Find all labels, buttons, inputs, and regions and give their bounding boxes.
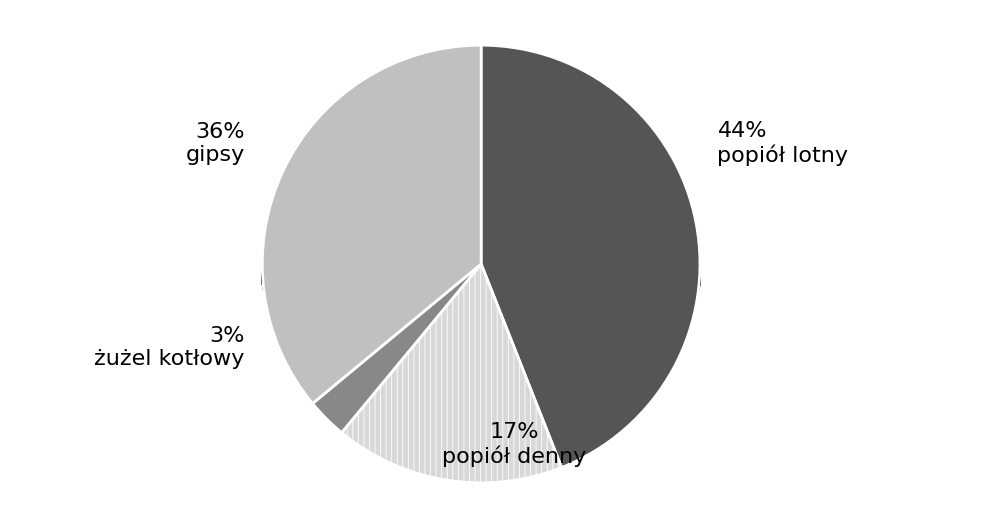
Ellipse shape [263,196,700,350]
Text: 44%
popiół lotny: 44% popiół lotny [717,121,848,166]
Ellipse shape [263,191,700,344]
Ellipse shape [263,192,700,345]
Wedge shape [313,264,481,432]
Ellipse shape [263,202,700,355]
Ellipse shape [263,203,700,356]
Wedge shape [481,45,700,467]
Ellipse shape [263,197,700,350]
Ellipse shape [263,188,700,342]
Ellipse shape [263,198,700,351]
Ellipse shape [263,187,700,341]
Ellipse shape [263,190,700,343]
Ellipse shape [263,203,700,356]
Ellipse shape [263,195,700,349]
Ellipse shape [263,194,700,347]
Ellipse shape [263,200,700,353]
Ellipse shape [263,193,700,346]
Ellipse shape [263,199,700,352]
Wedge shape [263,45,481,403]
Ellipse shape [263,194,700,347]
Text: 36%
gipsy: 36% gipsy [185,122,244,165]
Ellipse shape [263,197,700,351]
Wedge shape [342,264,561,483]
Ellipse shape [263,204,700,357]
Ellipse shape [263,201,700,354]
Ellipse shape [263,205,700,358]
Ellipse shape [263,204,700,357]
Ellipse shape [263,195,700,348]
Ellipse shape [263,201,700,355]
Text: 17%
popiół denny: 17% popiół denny [442,421,586,467]
Ellipse shape [263,188,700,341]
Ellipse shape [263,189,700,342]
Ellipse shape [263,205,700,358]
Ellipse shape [263,192,700,345]
Ellipse shape [263,193,700,346]
Ellipse shape [263,199,700,352]
Text: 3%
żużel kotłowy: 3% żużel kotłowy [95,326,244,369]
Ellipse shape [263,190,700,344]
Ellipse shape [263,200,700,353]
